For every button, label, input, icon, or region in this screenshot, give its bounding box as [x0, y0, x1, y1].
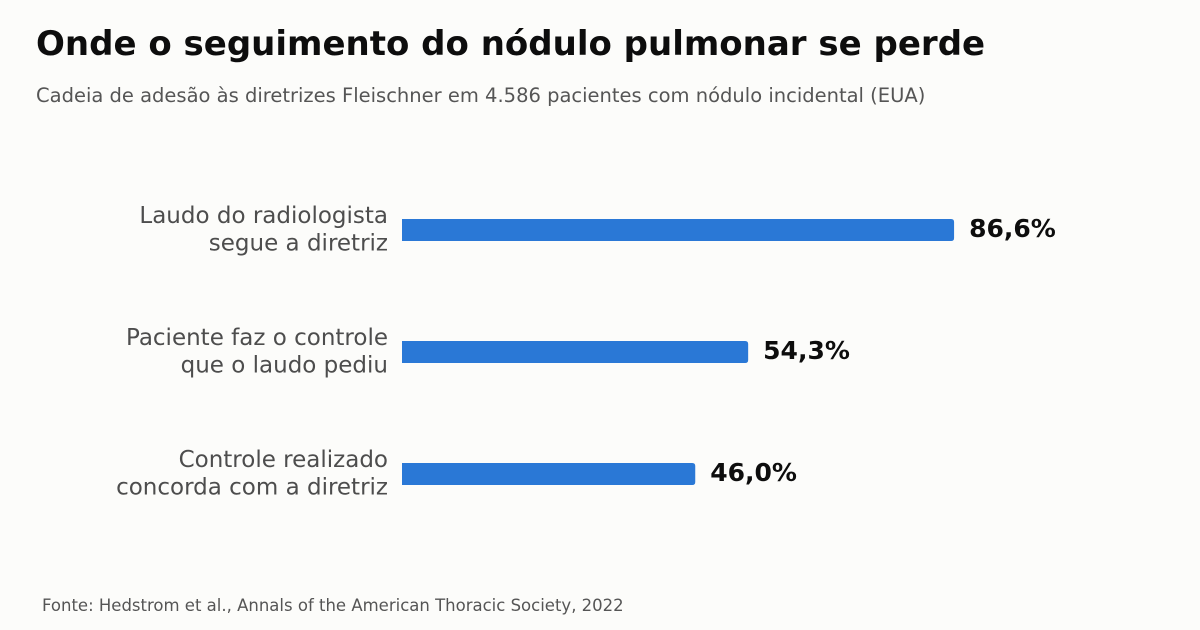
category-label-2-line-1: concorda com a diretriz [116, 474, 388, 500]
category-label-0: Laudo do radiologista segue a diretriz [139, 203, 388, 257]
chart-title: Onde o seguimento do nódulo pulmonar se … [36, 24, 986, 64]
category-label-0-line-1: segue a diretriz [209, 230, 388, 256]
bar-0 [402, 219, 955, 241]
chart-subtitle: Cadeia de adesão às diretrizes Fleischne… [36, 84, 926, 107]
category-label-1: Paciente faz o controle que o laudo pediu [126, 325, 388, 379]
bar-2 [402, 463, 696, 485]
value-label-0: 86,6% [969, 214, 1056, 243]
value-label-1: 54,3% [763, 336, 850, 365]
category-label-0-line-0: Laudo do radiologista [139, 203, 388, 229]
source-note: Fonte: Hedstrom et al., Annals of the Am… [42, 596, 624, 615]
category-label-2-line-0: Controle realizado [179, 447, 388, 473]
category-label-1-line-0: Paciente faz o controle [126, 325, 388, 351]
value-label-2: 46,0% [710, 458, 797, 487]
category-label-1-line-1: que o laudo pediu [181, 352, 388, 378]
bar-1 [402, 341, 749, 363]
category-label-2: Controle realizado concorda com a diretri… [116, 447, 388, 501]
